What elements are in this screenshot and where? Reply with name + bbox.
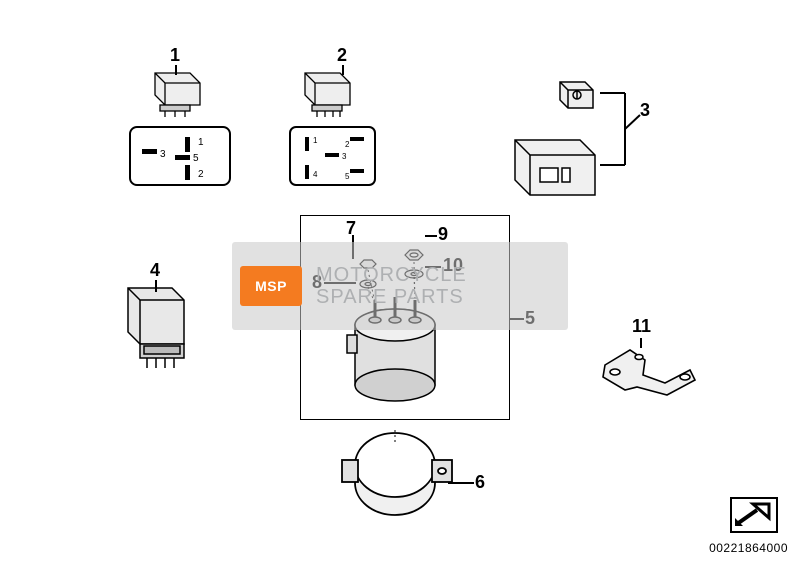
- part-11-bracket: [595, 335, 705, 410]
- callout-4: 4: [150, 260, 160, 281]
- callout-7: 7: [346, 218, 356, 239]
- diagram-page: { "doc_id": "00221864000", "watermark": …: [0, 0, 800, 565]
- callout-2: 2: [337, 45, 347, 66]
- pin2-3: 3: [342, 152, 347, 161]
- callout-3: 3: [640, 100, 650, 121]
- leader-11: [640, 338, 642, 348]
- leader-2: [342, 65, 344, 75]
- leader-9: [425, 235, 437, 237]
- part-2-relay: 1 2 3 4 5: [285, 65, 405, 200]
- pin2-4: 4: [313, 170, 318, 179]
- leader-4: [155, 280, 157, 292]
- callout-1: 1: [170, 45, 180, 66]
- callout-11: 11: [632, 316, 651, 337]
- watermark-badge: MSP: [240, 266, 302, 306]
- pin-2: 2: [198, 169, 204, 180]
- watermark-line1: MOTORCYCLE: [316, 264, 467, 286]
- leader-6: [448, 482, 474, 484]
- part-3-flasher: [500, 70, 670, 215]
- watermark-line2: SPARE PARTS: [316, 286, 467, 308]
- pin-3: 3: [160, 149, 166, 160]
- watermark-text: MOTORCYCLE SPARE PARTS: [316, 264, 467, 308]
- document-id: 00221864000: [709, 541, 788, 555]
- part-1-relay: 1 3 5 2: [120, 65, 250, 200]
- leader-1: [175, 65, 177, 75]
- part-6-clamp: [340, 430, 460, 535]
- part-4-relay: [120, 280, 200, 385]
- pin2-5: 5: [345, 172, 350, 181]
- enlarge-icon[interactable]: [730, 497, 778, 533]
- pin-1: 1: [198, 137, 204, 148]
- pin2-2: 2: [345, 140, 350, 149]
- watermark: MSP MOTORCYCLE SPARE PARTS: [232, 242, 568, 330]
- pin-5: 5: [193, 153, 199, 164]
- callout-6: 6: [475, 472, 485, 493]
- pin2-1: 1: [313, 136, 318, 145]
